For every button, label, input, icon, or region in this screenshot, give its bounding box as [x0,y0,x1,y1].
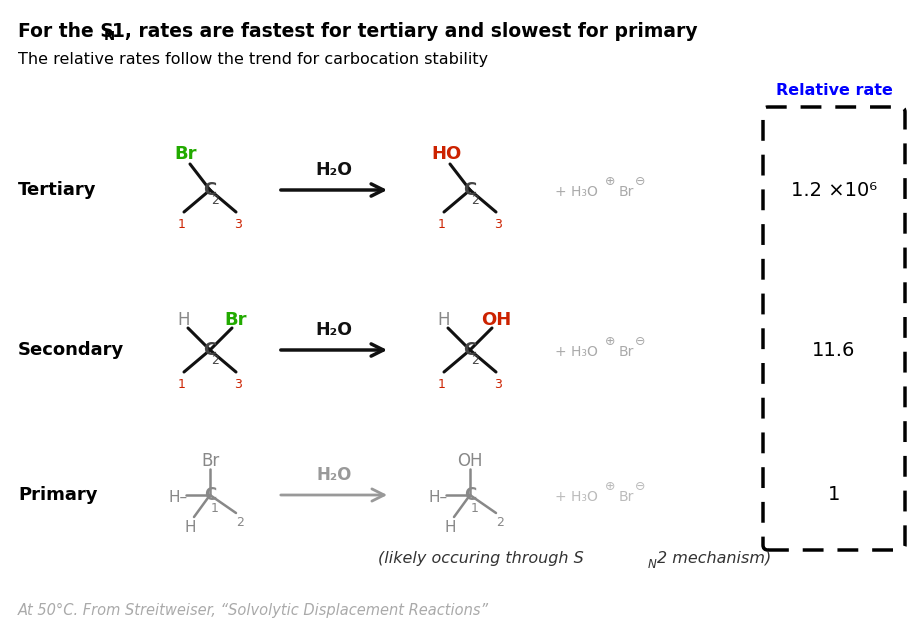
Text: + H₃O: + H₃O [555,490,598,504]
FancyBboxPatch shape [763,107,905,550]
Text: N: N [104,30,115,43]
Text: ⊕: ⊕ [605,175,615,188]
Text: ⊕: ⊕ [605,479,615,493]
Text: 1: 1 [211,502,218,515]
Text: Br: Br [201,452,219,470]
Text: 2: 2 [236,516,244,529]
Text: H₂O: H₂O [317,466,352,484]
Text: For the S: For the S [18,22,114,41]
Text: C: C [204,486,216,504]
Text: Br: Br [619,185,634,199]
Text: Br: Br [174,145,197,163]
Text: H₂O: H₂O [316,161,353,179]
Text: HO: HO [431,145,461,163]
Text: + H₃O: + H₃O [555,345,598,359]
Text: (likely occuring through S: (likely occuring through S [378,550,584,566]
Text: 1: 1 [471,502,479,515]
Text: 1, rates are fastest for tertiary and slowest for primary: 1, rates are fastest for tertiary and sl… [112,22,698,41]
Text: Br: Br [225,311,247,329]
Text: 1.2 ×10⁶: 1.2 ×10⁶ [791,180,877,200]
Text: OH: OH [457,452,483,470]
Text: 2: 2 [211,353,218,367]
Text: Br: Br [619,345,634,359]
Text: H: H [185,520,196,534]
Text: OH: OH [481,311,511,329]
Text: Tertiary: Tertiary [18,181,96,199]
Text: H₂O: H₂O [316,321,353,339]
Text: 3: 3 [494,378,502,390]
Text: H: H [178,311,190,329]
Text: 2: 2 [211,193,218,207]
Text: The relative rates follow the trend for carbocation stability: The relative rates follow the trend for … [18,52,488,67]
Text: 3: 3 [234,378,242,390]
Text: 2: 2 [471,353,479,367]
Text: ⊖: ⊖ [635,175,645,188]
Text: Secondary: Secondary [18,341,124,359]
Text: 2: 2 [471,193,479,207]
Text: H–: H– [429,490,448,504]
Text: N: N [648,559,656,572]
Text: 1: 1 [828,486,840,504]
Text: 2 mechanism): 2 mechanism) [657,550,771,566]
Text: H: H [438,311,450,329]
Text: Primary: Primary [18,486,97,504]
Text: 1: 1 [438,378,446,390]
Text: 2: 2 [496,516,504,529]
Text: C: C [204,181,217,199]
Text: 11.6: 11.6 [812,340,856,360]
Text: ⊖: ⊖ [635,335,645,348]
Text: 1: 1 [178,378,186,390]
Text: ⊖: ⊖ [635,479,645,493]
Text: H: H [444,520,455,534]
Text: 1: 1 [438,218,446,230]
Text: 1: 1 [178,218,186,230]
Text: + H₃O: + H₃O [555,185,598,199]
Text: C: C [464,341,476,359]
Text: At 50°C. From Streitweiser, “Solvolytic Displacement Reactions”: At 50°C. From Streitweiser, “Solvolytic … [18,602,489,618]
Text: ⊕: ⊕ [605,335,615,348]
Text: 3: 3 [494,218,502,230]
Text: Br: Br [619,490,634,504]
Text: 3: 3 [234,218,242,230]
Text: C: C [464,181,476,199]
Text: H–: H– [168,490,187,504]
Text: C: C [464,486,476,504]
Text: C: C [204,341,217,359]
Text: Relative rate: Relative rate [776,83,892,98]
